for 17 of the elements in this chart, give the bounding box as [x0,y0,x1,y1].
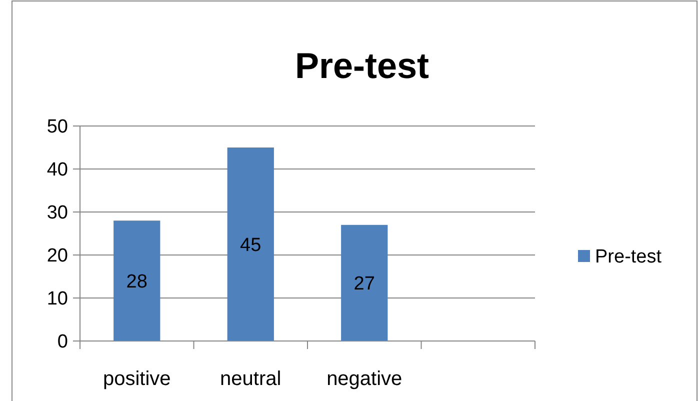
chart-title: Pre-test [294,45,430,86]
y-tick-label: 0 [57,332,68,353]
data-label: 27 [354,274,375,295]
y-tick-label: 40 [46,160,68,181]
bar [227,148,274,341]
bar [114,220,160,341]
y-tick-label: 20 [46,246,68,267]
data-label: 28 [126,271,148,292]
x-tick-label: positive [102,368,171,390]
y-tick-label: 50 [46,116,68,138]
data-label: 45 [240,234,262,256]
y-tick-label: 10 [46,288,68,310]
x-tick-label: neutral [220,368,282,390]
bar [341,224,388,341]
x-tick-label: negative [326,368,402,390]
y-tick-label: 30 [46,202,68,224]
legend-label: Pre-test [595,246,662,268]
